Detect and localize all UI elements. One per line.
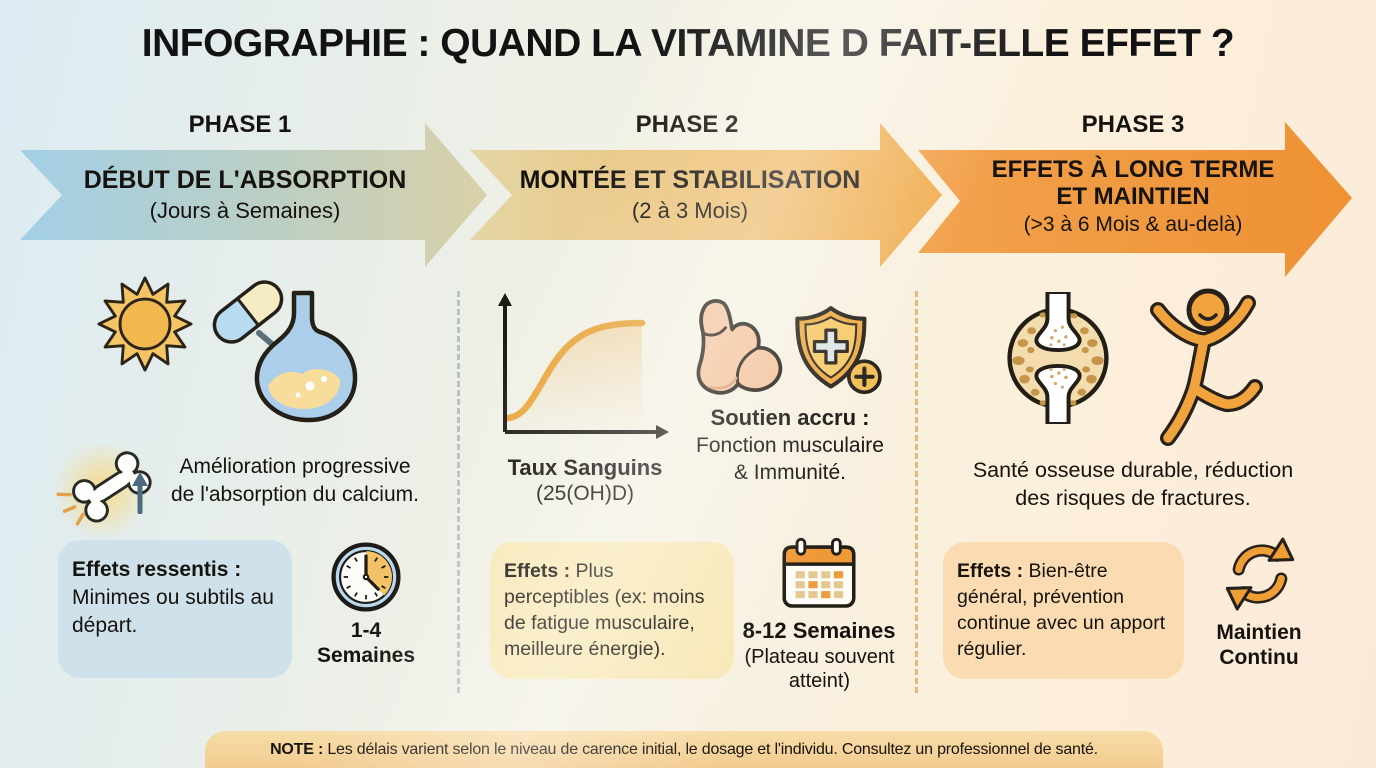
refresh-icon [1225,537,1295,611]
page-title: INFOGRAPHIE : QUAND LA VITAMINE D FAIT-E… [141,22,1235,65]
capsule-icon [212,280,284,344]
divider-phase1-2 [457,291,460,693]
phase1-effects-label: Effets ressentis : [72,558,242,581]
phase3-description: Santé osseuse durable, réduction des ris… [972,458,1294,510]
note-label: NOTE : [270,741,324,758]
bone-icon [56,451,152,526]
clock-icon [331,542,401,612]
up-arrow-icon [132,472,148,514]
phase2-label: PHASE 2 [635,111,739,138]
phase2-chart-label: Taux Sanguins [507,455,663,480]
phase2-arrow [470,123,942,267]
stomach-icon [254,290,358,423]
phase1-arrow [20,123,487,267]
phase3-duration: Maintien Continu [1216,621,1302,669]
phase2-duration-note: (Plateau souvent atteint) [744,646,895,692]
blood-level-curve-icon [498,293,669,439]
phase3-effects-card: Effets : Bien-être général, prévention c… [943,542,1184,679]
phase2-chart-sublabel: (25(OH)D) [536,482,634,505]
phase3-subheading: (>3 à 6 Mois & au-delà) [1023,213,1243,236]
phase3-effects-text: Bien-être général, prévention continue a… [957,560,1166,660]
sun-icon [97,276,193,372]
phase2-heading: MONTÉE ET STABILISATION [519,166,861,194]
phase2-subheading: (2 à 3 Mois) [631,198,749,223]
phase2-support-text: Fonction musculaire & Immunité. [696,434,884,484]
phase3-effects-label: Effets : [957,560,1024,582]
phase-arrows [20,122,1352,277]
note-bar [205,731,1163,768]
phase3-label: PHASE 3 [1081,111,1185,138]
muscle-icon [696,299,783,395]
phase3-arrow [918,122,1352,277]
calendar-icon [782,537,856,608]
divider-phase2-3 [915,291,918,693]
phase2-effects-label: Effets : [504,560,571,582]
phase1-label: PHASE 1 [188,111,292,138]
note-text: NOTE : Les délais varient selon le nivea… [270,741,1098,758]
phase2-effects-text: Plus perceptibles (ex: moins de fatigue … [504,560,705,660]
bone-joint-icon [1007,292,1109,424]
phase1-description: Amélioration progressive de l'absorption… [171,455,419,506]
shield-plus-icon [795,306,882,395]
phase1-effects-card: Effets ressentis : Minimes ou subtils au… [58,540,292,678]
phase1-duration: 1-4 Semaines [316,619,416,667]
phase2-duration: 8-12 Semaines [742,618,896,643]
phase3-heading-line1: EFFETS À LONG TERME [991,156,1275,183]
jumping-person-icon [1150,288,1263,446]
phase1-heading: DÉBUT DE L'ABSORPTION [83,166,407,194]
phase3-heading-line2: ET MAINTIEN [1056,183,1210,210]
phase1-effects-text: Minimes ou subtils au départ. [72,586,274,637]
phase2-effects-card: Effets : Plus perceptibles (ex: moins de… [490,542,734,679]
phase2-support-label: Soutien accru : [710,405,870,430]
phase1-subheading: (Jours à Semaines) [149,198,341,223]
